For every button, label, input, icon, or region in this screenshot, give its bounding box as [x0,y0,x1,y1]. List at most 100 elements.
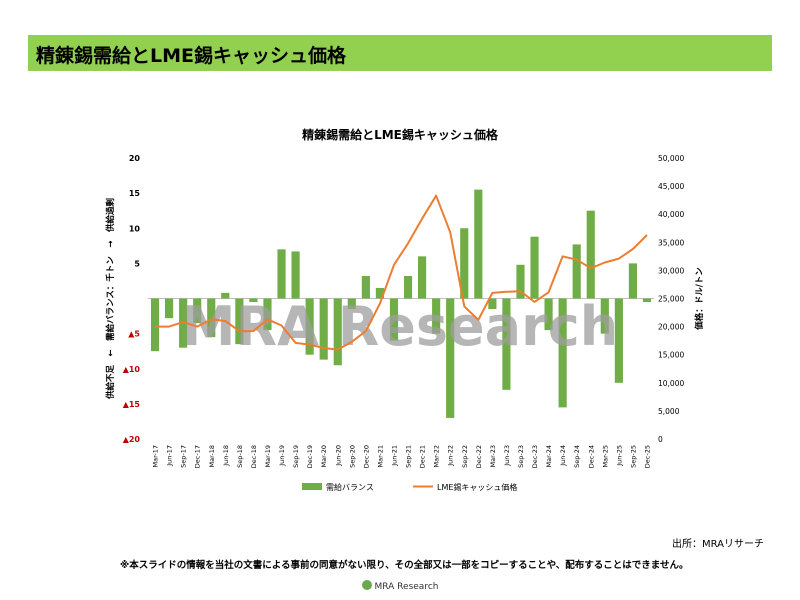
legend-bar-label: 需給バランス [326,482,374,492]
x-tick-label: Mar-21 [376,445,384,467]
bar-Mar-24 [544,298,553,331]
x-tick-label: Mar-25 [601,445,609,467]
x-tick-label: Mar-20 [320,445,328,467]
bar-Dec-18 [249,298,258,303]
bar-Dec-24 [586,210,595,299]
bar-Mar-19 [263,298,272,331]
x-tick-label: Mar-19 [264,445,272,467]
x-tick-label: Sep-25 [629,445,637,468]
bar-Jun-18 [221,292,230,299]
x-tick-label: Dec-24 [587,445,595,468]
x-tick-label: Dec-25 [644,445,652,468]
x-tick-label: Jun-20 [334,445,342,467]
slide-header-bar: 精錬錫需給とLME錫キャッシュ価格 [28,35,772,71]
x-tick-label: Dec-17 [194,445,202,468]
x-tick-label: Jun-19 [278,445,286,467]
x-tick-label: Jun-18 [222,445,230,467]
x-tick-label: Dec-19 [306,445,314,468]
x-tick-label: Sep-24 [573,445,581,468]
x-tick-label: Jun-22 [447,445,455,467]
x-tick-label: Sep-18 [236,445,244,468]
bar-Mar-22 [432,298,441,334]
bar-Sep-23 [516,264,525,299]
right-tick-label: 30,000 [658,266,684,275]
bar-Sep-18 [235,298,244,345]
bar-Dec-23 [530,236,539,299]
legend-bar-swatch [302,483,322,490]
bar-Mar-23 [488,298,497,310]
left-tick-label: 20 [129,154,141,163]
bar-Sep-24 [572,244,581,299]
bar-Jun-19 [277,249,286,299]
bar-Jun-20 [333,298,342,366]
right-tick-label: 25,000 [658,295,684,304]
x-tick-label: Dec-21 [419,445,427,468]
right-axis-title: 価格：ドル/トン [694,267,705,331]
right-tick-label: 0 [658,435,663,444]
footer-logo: MRA Research [0,580,800,592]
bar-Jun-21 [389,298,399,341]
bar-Mar-25 [600,298,609,334]
bar-Dec-17 [193,298,202,324]
x-tick-label: Jun-21 [391,445,399,467]
right-tick-label: 20,000 [658,323,684,332]
left-tick-label: 5 [134,259,140,268]
left-tick-label: ▲15 [123,400,141,409]
footer-logo-text: MRA Research [374,582,439,592]
x-tick-label: Sep-22 [461,445,469,468]
x-tick-label: Sep-21 [405,445,413,468]
bar-Sep-22 [460,228,469,299]
x-tick-label: Dec-22 [475,445,483,468]
source-note: 出所：MRAリサーチ [671,539,764,550]
x-tick-label: Dec-23 [531,445,539,468]
chart-title: 精錬錫需給とLME錫キャッシュ価格 [302,127,499,142]
left-tick-label: ▲5 [128,330,140,339]
watermark-text: MRA Research [182,295,618,358]
bar-Mar-21 [375,287,384,299]
left-tick-label: ▲10 [123,365,141,374]
left-tick-label: 10 [129,224,141,233]
bar-Dec-22 [474,189,483,299]
right-tick-label: 35,000 [658,238,684,247]
right-tick-label: 40,000 [658,210,684,219]
x-tick-label: Jun-17 [166,445,174,467]
right-tick-label: 45,000 [658,182,684,191]
bar-Dec-25 [642,298,652,303]
x-tick-label: Sep-17 [180,445,188,468]
bar-Jun-22 [446,298,455,418]
bar-Jun-24 [558,298,567,408]
x-tick-label: Jun-25 [615,445,623,467]
x-tick-label: Mar-22 [433,445,441,467]
bar-Sep-19 [291,251,300,299]
bar-Sep-21 [403,276,413,299]
mra-logo-icon [361,580,372,590]
bar-Dec-19 [305,298,314,355]
bar-Mar-20 [319,298,328,360]
left-tick-label: 15 [129,189,141,198]
slide-title: 精錬錫需給とLME錫キャッシュ価格 [36,45,346,67]
x-tick-label: Dec-18 [250,445,258,468]
right-tick-label: 15,000 [658,351,684,360]
right-tick-label: 50,000 [658,154,684,163]
legend-line-label: LME錫キャッシュ価格 [437,482,517,492]
bar-Jun-25 [614,298,623,383]
x-tick-label: Mar-17 [152,445,160,467]
x-tick-label: Sep-23 [517,445,525,468]
copyright-notice: ※本スライドの情報を当社の文書による事前の同意がない限り、その全部又は一部をコピ… [120,560,689,571]
x-tick-label: Sep-20 [348,445,356,468]
x-tick-label: Jun-23 [503,445,511,467]
x-tick-label: Jun-24 [559,445,567,467]
x-tick-label: Mar-23 [489,445,497,467]
bar-Jun-17 [165,298,174,319]
bar-Mar-17 [150,298,160,352]
price-line [155,194,648,351]
bar-Dec-21 [418,256,427,299]
left-tick-label: ▲20 [123,435,141,444]
x-tick-label: Mar-24 [545,445,553,467]
bar-Sep-20 [347,298,356,310]
bar-Sep-25 [628,263,637,299]
left-axis-title: 供給不足 ← 需給バランス：千トン → 供給過剰 [105,198,116,400]
bar-Jun-23 [502,298,511,390]
bar-Dec-20 [361,276,370,299]
